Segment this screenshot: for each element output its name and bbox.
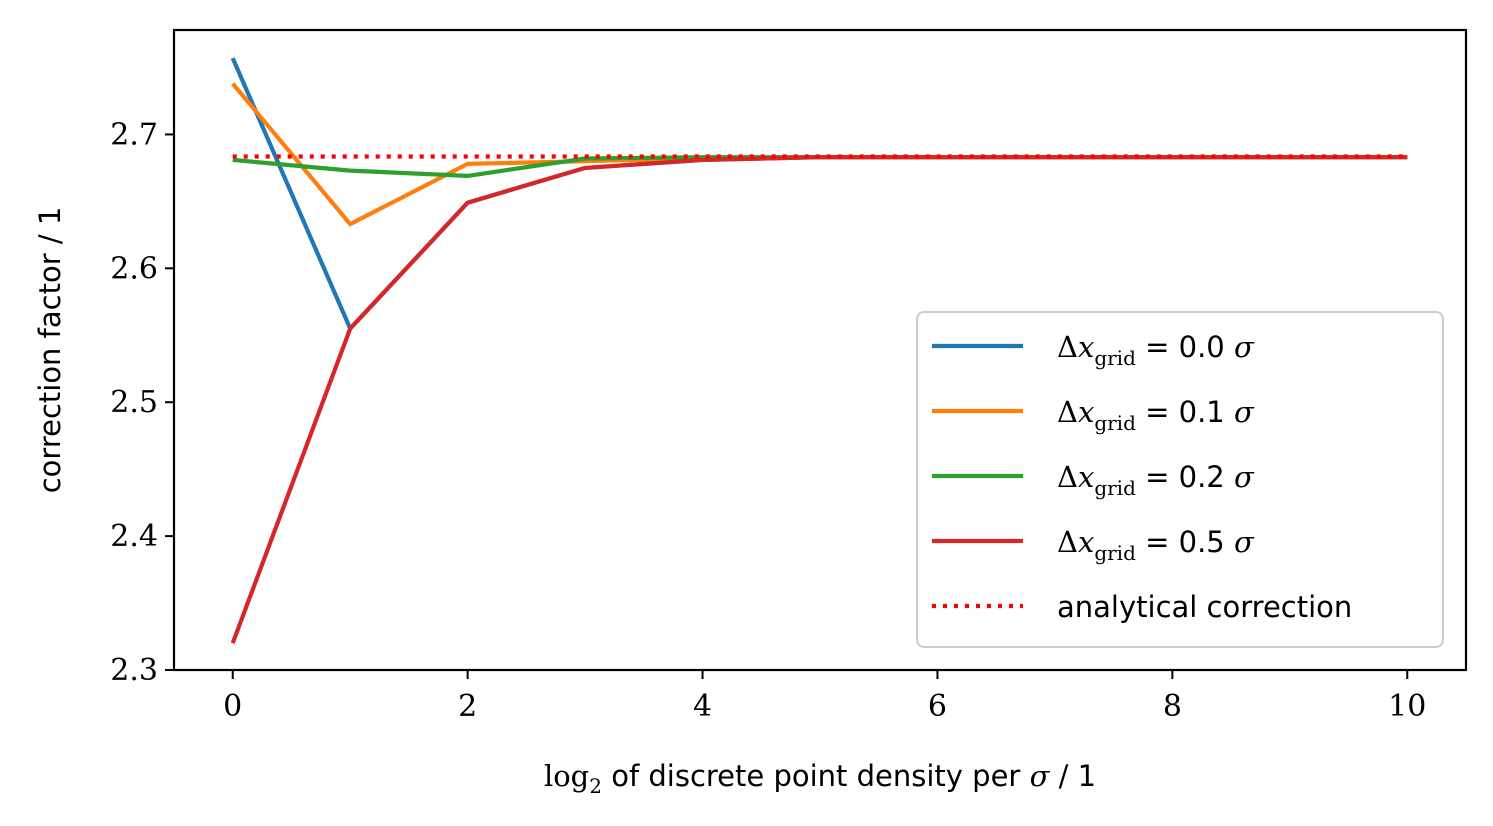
- plot-frame: [172, 28, 1468, 672]
- legend-label-3: Δxgrid = 0.5 σ: [1057, 525, 1255, 565]
- x-tick-label: 8: [1163, 689, 1182, 724]
- x-tick-label: 0: [223, 689, 242, 724]
- legend-label-2: Δxgrid = 0.2 σ: [1057, 460, 1255, 500]
- y-axis: 2.3 2.4 2.5 2.6 2.7: [110, 117, 174, 688]
- series-line-2: [232, 155, 1408, 179]
- plot-lines: [230, 57, 1408, 644]
- x-axis-label-log: log: [544, 759, 589, 793]
- legend-label-0: Δxgrid = 0.0 σ: [1057, 330, 1255, 370]
- y-axis-label: correction factor / 1: [33, 207, 67, 494]
- x-axis-label: log2 of discrete point density per σ / 1: [544, 759, 1096, 798]
- x-tick-label: 4: [693, 689, 712, 724]
- legend: Δxgrid = 0.0 σ Δxgrid = 0.1 σ Δxgrid = 0.2…: [916, 311, 1444, 648]
- y-tick-label: 2.3: [110, 653, 158, 688]
- legend-label-analytical: analytical correction: [1057, 590, 1352, 624]
- y-tick-label: 2.7: [110, 117, 158, 152]
- legend-label-1: Δxgrid = 0.1 σ: [1057, 395, 1255, 435]
- y-tick-label: 2.4: [110, 519, 158, 554]
- series-line-1: [231, 82, 1408, 227]
- x-tick-label: 10: [1388, 689, 1426, 724]
- x-tick-label: 2: [458, 689, 477, 724]
- x-axis: 0 2 4 6 8 10: [223, 670, 1426, 724]
- x-tick-label: 6: [928, 689, 947, 724]
- legend-box: [916, 311, 1444, 648]
- x-axis-label-unit: / 1: [1049, 759, 1096, 793]
- x-axis-label-sigma: σ: [1030, 759, 1051, 793]
- y-tick-label: 2.5: [110, 385, 158, 420]
- x-axis-label-text: of discrete point density per: [602, 759, 1030, 793]
- x-axis-label-log-base: 2: [589, 774, 602, 798]
- series-line-3: [230, 155, 1408, 644]
- y-tick-label: 2.6: [110, 251, 158, 286]
